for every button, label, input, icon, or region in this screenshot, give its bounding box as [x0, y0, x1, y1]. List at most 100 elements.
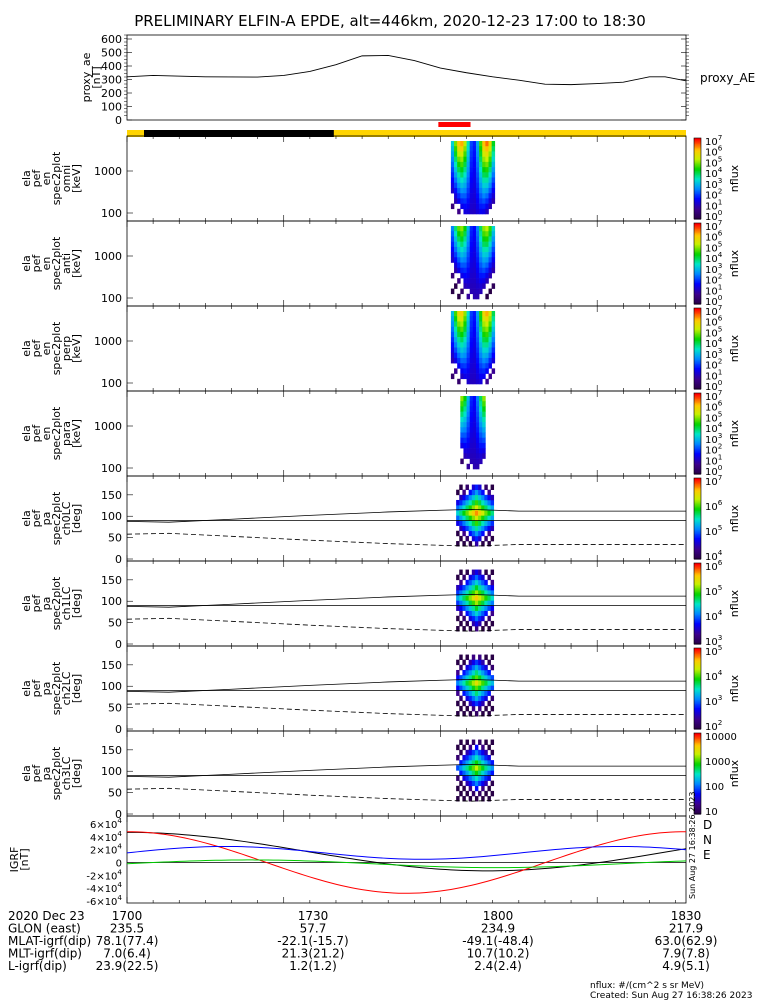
spectrogram-cell	[472, 422, 477, 428]
spectrogram-cell	[485, 236, 489, 242]
spectrogram-cell	[450, 252, 455, 258]
spectrogram-cell	[491, 331, 496, 338]
spectrogram-cell	[469, 262, 474, 269]
spectrogram-cell	[475, 198, 480, 204]
colorbar-cell	[694, 383, 701, 386]
pitch-cell	[471, 574, 476, 581]
pitch-cell	[468, 574, 473, 581]
row-value: 234.9	[481, 922, 515, 936]
spectrogram-cell	[479, 167, 483, 173]
y-tick-label: 100	[101, 207, 122, 220]
spectrogram-cell	[469, 208, 474, 215]
ylabel-line: perp	[60, 336, 73, 361]
colorbar-cell	[694, 395, 701, 398]
colorbar-cell	[694, 455, 701, 458]
spectrogram-cell	[482, 342, 486, 348]
pitch-cell	[468, 744, 473, 751]
spectrogram-cell	[457, 278, 461, 284]
spectrogram-cell	[472, 151, 477, 157]
spectrogram-cell	[463, 151, 467, 157]
pitch-cell	[474, 535, 479, 542]
pitch-cell	[462, 530, 466, 537]
pitch-cell	[478, 600, 482, 606]
colorbar-cell	[694, 451, 701, 453]
pitch-cell	[456, 615, 460, 622]
pitch-cell	[459, 520, 463, 526]
colorbar-cell	[694, 154, 701, 157]
colorbar-cell	[694, 588, 701, 591]
colorbar-cell	[694, 536, 701, 538]
colorbar-cell	[694, 693, 701, 696]
pitch-cell	[478, 790, 482, 797]
colorbar-cell	[694, 657, 701, 660]
pitch-cell	[471, 680, 476, 686]
pitch-cell	[468, 749, 473, 756]
y-tick-label: 100	[101, 292, 122, 305]
spectrogram-cell	[488, 331, 492, 338]
spectrogram-cell	[485, 293, 489, 300]
colorbar-cell	[694, 581, 701, 584]
pitch-cell	[484, 535, 488, 542]
spectrogram-cell	[457, 172, 461, 178]
pitch-cell	[478, 620, 482, 627]
spectrogram-cell	[450, 316, 455, 322]
spectrogram-cell	[460, 321, 464, 327]
pitch-cell	[481, 664, 485, 671]
colorbar-cell	[694, 696, 701, 699]
spectrogram-cell	[482, 208, 486, 215]
pitch-cell	[465, 605, 469, 611]
colorbar-cell	[694, 349, 701, 352]
y-tick-label: 1000	[94, 250, 122, 263]
spectrogram-cell	[472, 337, 477, 343]
pitch-cell	[471, 685, 476, 691]
colorbar-cell	[694, 271, 701, 274]
pitch-cell	[474, 615, 479, 622]
colorbar-cell	[694, 472, 701, 475]
colorbar-cell	[694, 612, 701, 615]
colorbar-cell	[694, 356, 701, 359]
pitch-cell	[481, 690, 485, 696]
colorbar-cell	[694, 714, 701, 717]
spectrogram-cell	[463, 363, 467, 369]
pitch-cell	[468, 530, 473, 537]
spectrogram-cell	[475, 151, 480, 157]
colorbar-cell	[694, 148, 701, 151]
colorbar-cell	[694, 480, 701, 483]
pitch-cell	[456, 590, 460, 596]
pitch-cell	[474, 744, 479, 751]
spectrogram-cell	[463, 262, 467, 269]
status-red-mark	[443, 122, 451, 127]
spectrogram-cell	[466, 363, 471, 369]
pitch-cell	[471, 530, 476, 537]
spectrogram-cell	[479, 262, 483, 269]
pitch-cell	[459, 664, 463, 671]
spectrogram-cell	[475, 182, 480, 189]
colorbar-cell	[694, 571, 701, 574]
spectrogram-cell	[466, 226, 471, 232]
pitch-cell	[459, 605, 463, 611]
colorbar-cell	[694, 227, 701, 229]
spectrogram-cell	[482, 321, 486, 327]
spectrogram-cell	[457, 151, 461, 157]
colorbar-cell	[694, 245, 701, 248]
colorbar-frame	[693, 222, 702, 305]
pitch-cell	[487, 675, 491, 681]
spectrogram-cell	[485, 208, 489, 215]
spectrogram-cell	[469, 401, 474, 407]
pitch-cell	[487, 685, 491, 691]
spectrogram-cell	[491, 226, 496, 232]
pitch-cell	[474, 610, 479, 617]
colorbar-cell	[694, 414, 701, 417]
colorbar-cell	[694, 753, 701, 756]
colorbar-tick: 103	[705, 633, 722, 648]
spectrogram-cell	[469, 226, 474, 232]
pitch-cell	[462, 765, 466, 771]
spectrogram-cell	[463, 316, 467, 322]
spectrogram-cell	[469, 363, 474, 369]
spectrogram-cell	[466, 241, 471, 248]
pitch-cell	[490, 790, 495, 797]
pitch-cell	[471, 600, 476, 606]
spectrogram-cell	[463, 241, 467, 248]
colorbar-cell	[694, 607, 701, 610]
pitch-cell	[474, 765, 479, 771]
